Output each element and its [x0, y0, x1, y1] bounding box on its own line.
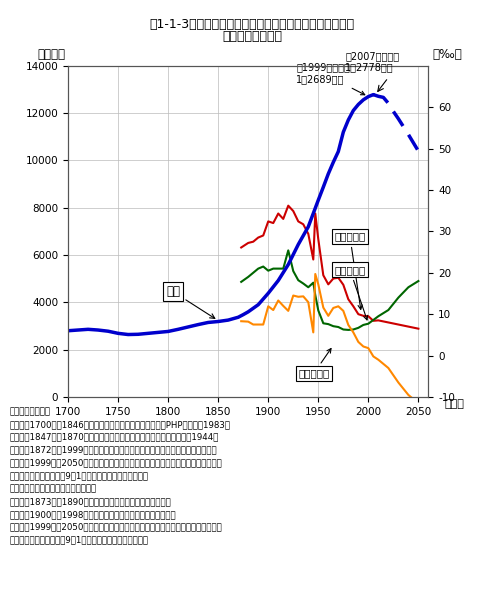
Text: 人口: 人口 [166, 285, 215, 318]
Text: 普通出生率: 普通出生率 [334, 232, 365, 309]
Text: （平成9年1月推計）による中位推計値。: （平成9年1月推計）による中位推計値。 [10, 536, 149, 544]
Text: 1847年～1870年：森田優三『人口増加の分析』日本評論社，1944年: 1847年～1870年：森田優三『人口増加の分析』日本評論社，1944年 [10, 433, 219, 442]
Text: 1999年～2050年：国立社会保障・人口問題研究所『日本の将来推計人口』: 1999年～2050年：国立社会保障・人口問題研究所『日本の将来推計人口』 [10, 458, 223, 467]
Text: 第1-1-3図　我が国の人口、普通出生率、普通死亡率及び: 第1-1-3図 我が国の人口、普通出生率、普通死亡率及び [150, 18, 354, 31]
Text: 自然増加率: 自然増加率 [298, 349, 331, 378]
Text: （1999年推計）
1億2689万人: （1999年推計） 1億2689万人 [296, 63, 365, 95]
Text: 自然増加率の推移: 自然増加率の推移 [222, 30, 282, 43]
Text: 1873年～1890年：内閣統計局『日本帝国統計年鑑』: 1873年～1890年：内閣統計局『日本帝国統計年鑑』 [10, 497, 172, 506]
Text: 普通死亡率: 普通死亡率 [334, 264, 367, 320]
Text: 資料：　（人口）: 資料： （人口） [10, 407, 51, 416]
Text: （万人）: （万人） [37, 48, 66, 61]
Text: 1999年～2050年：国立社会保障・人口問題研究所『日本の将来推計人口』: 1999年～2050年：国立社会保障・人口問題研究所『日本の将来推計人口』 [10, 523, 223, 532]
Text: 1900年～1998年：厚生省統計情報部『人口動態統計』: 1900年～1998年：厚生省統計情報部『人口動態統計』 [10, 510, 177, 519]
Text: 1872年～1999年：総務庁統計局『国勢調査報告』及び『人口推計資料』: 1872年～1999年：総務庁統計局『国勢調査報告』及び『人口推計資料』 [10, 445, 218, 455]
Text: （‰）: （‰） [432, 48, 462, 61]
Text: 1700年～1846年：鬼頭宏『日本二千年の人口史』PHP研究所，1983年: 1700年～1846年：鬼頭宏『日本二千年の人口史』PHP研究所，1983年 [10, 420, 231, 429]
Text: （出生、死亡、自然増加率）: （出生、死亡、自然増加率） [10, 484, 97, 493]
Text: （2007年推計）
1億2778万人: （2007年推計） 1億2778万人 [345, 51, 399, 72]
Text: （平成9年1月推計）による中位推計値。: （平成9年1月推計）による中位推計値。 [10, 472, 149, 481]
Text: （年）: （年） [445, 399, 464, 409]
